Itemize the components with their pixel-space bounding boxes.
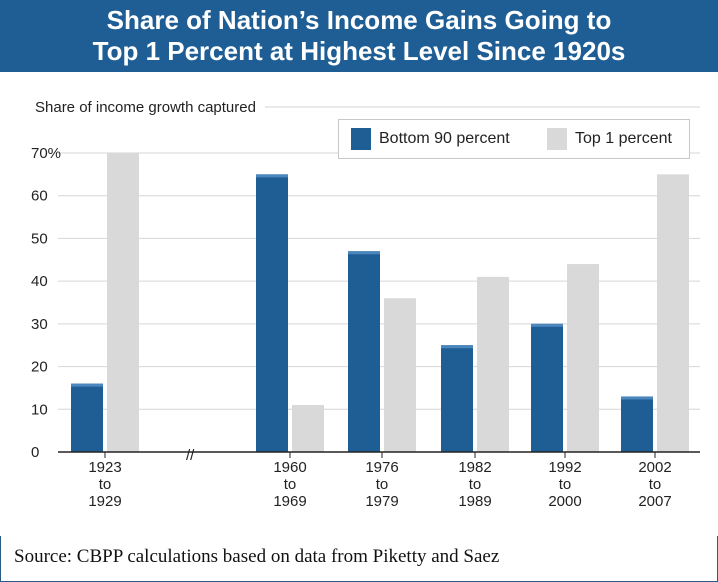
- bar-bottom90: [621, 396, 653, 452]
- x-tick-label: 1923: [88, 459, 121, 476]
- bar-bottom90: [441, 345, 473, 452]
- bar-bottom90: [71, 383, 103, 452]
- bar-bottom90-highlight: [441, 345, 473, 349]
- x-tick-label: 2007: [638, 493, 671, 510]
- y-tick-label: 50: [31, 230, 48, 247]
- legend-swatch-top1: [547, 128, 567, 150]
- bar-top1: [107, 153, 139, 452]
- y-tick-label: 0: [31, 444, 39, 461]
- legend-label-bottom90: Bottom 90 percent: [379, 130, 510, 147]
- x-tick-label: 1976: [365, 459, 398, 476]
- bar-bottom90: [256, 174, 288, 452]
- legend-label-top1: Top 1 percent: [575, 130, 672, 147]
- bar-top1: [384, 298, 416, 452]
- bar-bottom90: [531, 323, 563, 452]
- x-tick-label: 1969: [273, 493, 306, 510]
- x-tick-label: 1960: [273, 459, 306, 476]
- x-tick-label: 1979: [365, 493, 398, 510]
- bar-top1: [292, 405, 324, 452]
- x-tick-label: 1982: [458, 459, 491, 476]
- bar-top1: [567, 264, 599, 452]
- x-tick-label: to: [559, 476, 572, 493]
- y-tick-label: 70%: [31, 145, 61, 162]
- x-tick-label: to: [469, 476, 482, 493]
- y-tick-label: 10: [31, 401, 48, 418]
- x-tick-label: to: [376, 476, 389, 493]
- x-tick-label: 1989: [458, 493, 491, 510]
- legend-swatch-bottom90: [351, 128, 371, 150]
- y-tick-label: 30: [31, 316, 48, 333]
- y-tick-label: 60: [31, 188, 48, 205]
- x-tick-label: 1992: [548, 459, 581, 476]
- x-tick-label: 2002: [638, 459, 671, 476]
- title-line-2: Top 1 Percent at Highest Level Since 192…: [92, 36, 626, 66]
- x-tick-label: to: [284, 476, 297, 493]
- legend: Bottom 90 percent Top 1 percent: [338, 119, 690, 159]
- title-line-1: Share of Nation’s Income Gains Going to: [106, 5, 612, 35]
- bar-bottom90-highlight: [348, 251, 380, 255]
- x-tick-label: 1929: [88, 493, 121, 510]
- bar-bottom90-highlight: [256, 174, 288, 178]
- chart-title: Share of Nation’s Income Gains Going to …: [0, 0, 718, 72]
- source-note: Source: CBPP calculations based on data …: [14, 546, 500, 567]
- y-tick-label: 40: [31, 273, 48, 290]
- bar-top1: [657, 174, 689, 452]
- bar-bottom90-highlight: [531, 323, 563, 327]
- bar-bottom90-highlight: [621, 396, 653, 400]
- y-tick-label: 20: [31, 359, 48, 376]
- x-tick-label: to: [99, 476, 112, 493]
- x-tick-label: to: [649, 476, 662, 493]
- bar-bottom90-highlight: [71, 383, 103, 387]
- y-axis-label: Share of income growth captured: [35, 99, 256, 116]
- axis-break: //: [186, 447, 195, 464]
- bar-bottom90: [348, 251, 380, 452]
- bar-top1: [477, 276, 509, 452]
- x-tick-label: 2000: [548, 493, 581, 510]
